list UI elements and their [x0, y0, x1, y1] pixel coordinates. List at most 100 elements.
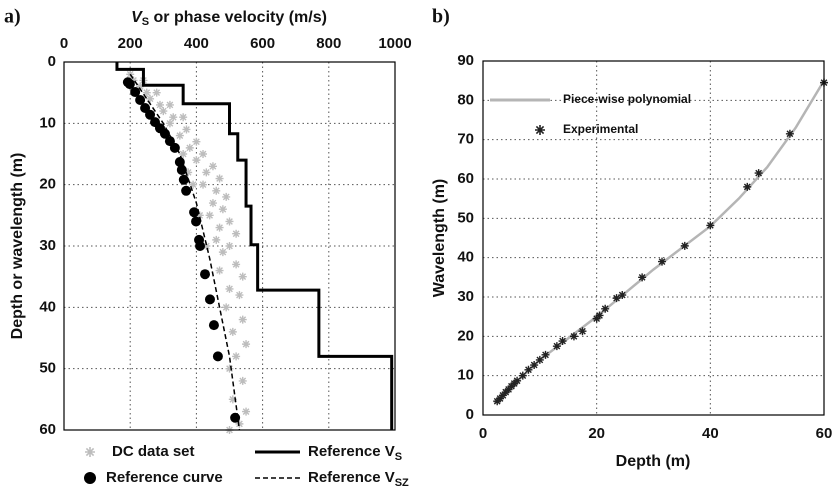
data-line — [129, 73, 241, 431]
data-point — [142, 88, 151, 97]
data-point — [504, 385, 513, 394]
data-point — [235, 419, 244, 428]
data-point — [680, 241, 689, 250]
data-point — [225, 242, 234, 250]
data-point — [185, 143, 194, 152]
panel-label: b) — [432, 6, 450, 28]
data-point — [202, 168, 211, 177]
x-tick-label: 1000 — [378, 35, 411, 52]
data-point — [212, 186, 221, 195]
y-tick-label: 10 — [39, 114, 56, 131]
legend-text: DC data set — [112, 443, 195, 460]
data-point — [159, 107, 168, 116]
data-point — [535, 355, 544, 364]
y-tick-label: 10 — [457, 367, 474, 384]
panel-label: a) — [4, 6, 21, 28]
data-point — [222, 192, 231, 201]
data-point — [238, 315, 247, 324]
y-tick-label: 0 — [48, 53, 56, 70]
series — [115, 62, 394, 430]
data-point — [165, 100, 174, 109]
y-tick-label: 80 — [457, 91, 474, 108]
legend-label: Piece-wise polynomial — [563, 92, 691, 106]
data-point — [129, 76, 138, 85]
x-tick-label: 0 — [479, 425, 487, 442]
data-point — [743, 182, 752, 191]
x-tick-label: 200 — [118, 35, 143, 52]
y-tick-label: 50 — [39, 360, 56, 377]
data-point — [184, 168, 193, 177]
data-point — [179, 113, 188, 122]
data-point — [232, 260, 241, 269]
data-point — [208, 162, 217, 171]
data-point — [212, 351, 223, 362]
data-point — [238, 272, 247, 281]
y-tick-label: 50 — [457, 209, 474, 226]
data-point — [222, 303, 231, 312]
series — [493, 78, 828, 406]
y-tick-label: 30 — [457, 288, 474, 305]
x-tick-label: 600 — [250, 35, 275, 52]
data-point — [165, 119, 174, 128]
data-point — [530, 361, 539, 370]
data-point — [195, 241, 206, 251]
legend-subscript: S — [395, 451, 402, 463]
data-point — [612, 294, 621, 303]
x-axis-label-subscript: S — [142, 16, 149, 28]
legend-swatch — [84, 472, 96, 484]
data-point — [199, 180, 208, 189]
data-point — [215, 266, 224, 275]
data-point — [524, 365, 533, 374]
y-tick-label: 0 — [466, 406, 474, 423]
x-tick-label: 800 — [316, 35, 341, 52]
data-point — [754, 169, 763, 178]
data-point — [136, 82, 145, 91]
data-point — [706, 221, 715, 230]
data-point — [155, 100, 164, 109]
data-point — [232, 229, 241, 238]
data-point — [208, 320, 219, 331]
legend-swatch — [85, 447, 95, 457]
data-point — [235, 291, 244, 300]
data-point — [200, 269, 211, 280]
y-tick-label: 20 — [457, 327, 474, 344]
data-point — [658, 257, 667, 266]
y-tick-label: 60 — [457, 170, 474, 187]
legend-label: Experimental — [563, 122, 638, 136]
legend-label: DC data set — [112, 443, 195, 460]
data-point — [601, 304, 610, 313]
y-tick-label: 20 — [39, 176, 56, 193]
legend-text: Reference curve — [106, 469, 223, 486]
y-tick-label: 40 — [39, 298, 56, 315]
data-point — [192, 156, 201, 165]
data-point — [232, 352, 241, 361]
data-point — [541, 350, 550, 359]
series — [122, 77, 241, 423]
data-point — [178, 174, 189, 185]
data-point — [225, 217, 234, 226]
x-axis-label-text: or phase velocity (m/s) — [149, 9, 327, 26]
y-tick-label: 60 — [39, 421, 56, 438]
y-axis-label: Depth or wavelength (m) — [9, 153, 26, 340]
data-point — [182, 125, 191, 134]
legend-subscript: SZ — [395, 477, 409, 489]
data-point — [130, 87, 141, 98]
x-tick-label: 0 — [60, 35, 68, 52]
x-tick-label: 400 — [184, 35, 209, 52]
y-axis-label: Wavelength (m) — [431, 179, 448, 298]
data-point — [592, 314, 601, 323]
data-point — [189, 180, 198, 189]
data-point — [558, 337, 567, 346]
data-point — [146, 94, 155, 103]
legend-text: Reference V — [308, 469, 395, 486]
data-point — [238, 376, 247, 385]
legend-label: Reference VSZ — [308, 469, 409, 489]
data-point — [569, 332, 578, 341]
legend-label: Reference VS — [308, 443, 402, 463]
data-point — [124, 79, 135, 90]
data-point — [578, 327, 587, 336]
data-point — [169, 113, 178, 122]
data-point — [225, 364, 234, 373]
y-tick-label: 30 — [39, 237, 56, 254]
data-point — [638, 273, 647, 282]
